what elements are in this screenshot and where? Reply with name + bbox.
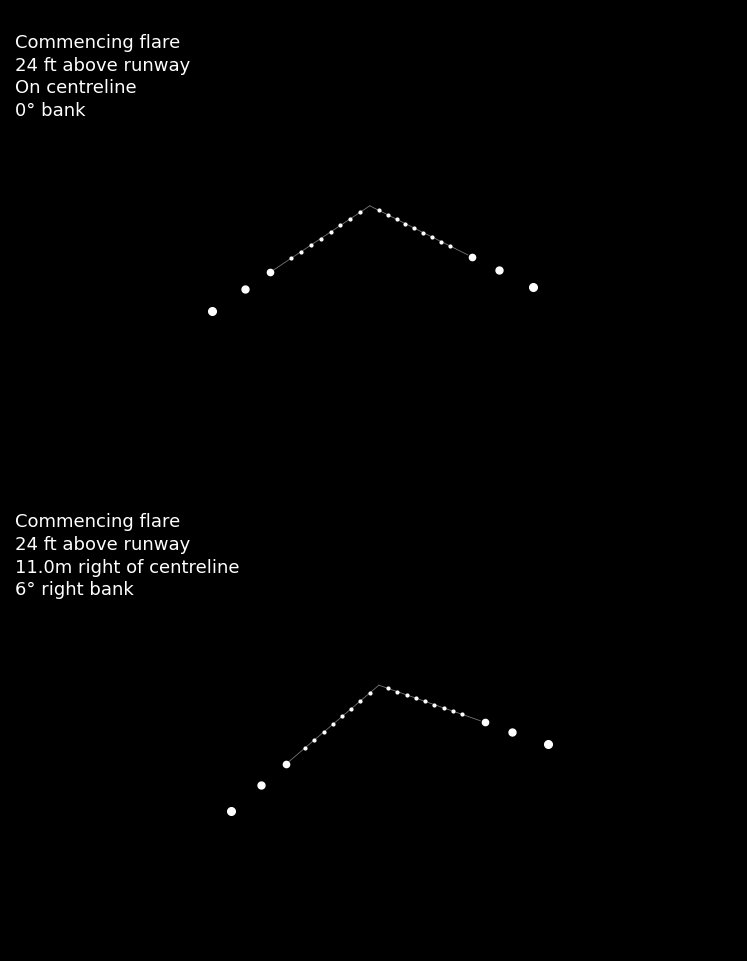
Text: Commencing flare
24 ft above runway
11.0m right of centreline
6° right bank: Commencing flare 24 ft above runway 11.0… <box>15 512 240 599</box>
Text: Commencing flare
24 ft above runway
On centreline
0° bank: Commencing flare 24 ft above runway On c… <box>15 34 190 120</box>
